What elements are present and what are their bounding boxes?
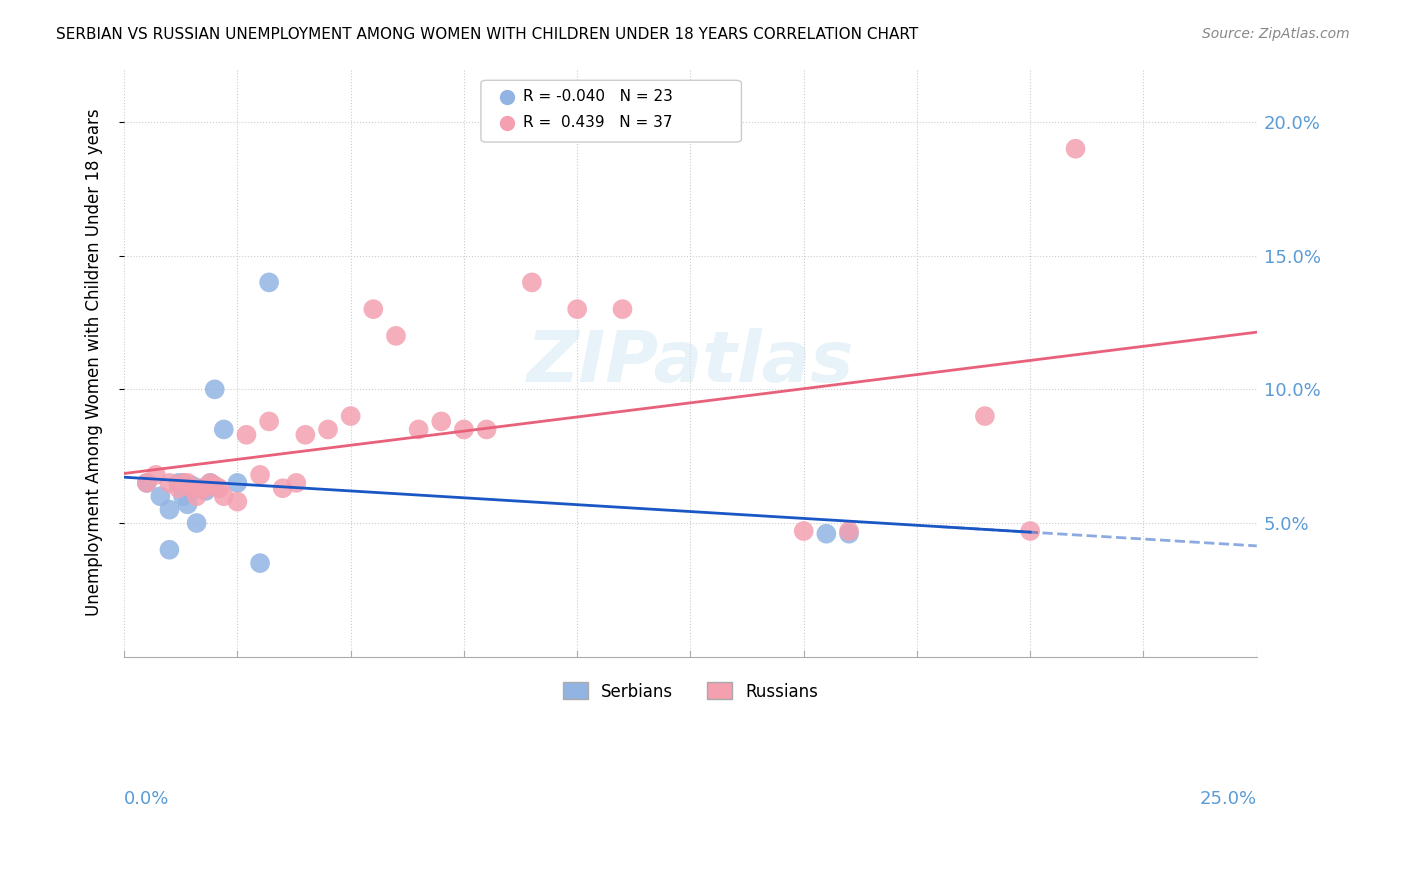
Point [204,478,226,492]
Point [226,475,249,490]
Point [186,489,208,503]
Point [974,409,997,423]
Text: ZIPatlas: ZIPatlas [527,328,853,397]
Point [475,422,498,436]
Point [194,483,217,498]
Point [135,475,157,490]
Point [167,475,190,490]
Point [249,467,271,482]
Point [172,475,194,490]
Point [815,526,838,541]
Point [363,302,385,317]
Legend: Serbians, Russians: Serbians, Russians [557,675,824,707]
Point [1064,142,1087,156]
Point [612,302,634,317]
Point [190,481,212,495]
Point [181,483,204,498]
Point [1019,524,1042,538]
Point [453,422,475,436]
Text: 25.0%: 25.0% [1199,789,1257,808]
Point [793,524,815,538]
Text: Source: ZipAtlas.com: Source: ZipAtlas.com [1202,27,1350,41]
Point [172,475,194,490]
Point [316,422,339,436]
Point [257,414,280,428]
Point [271,481,294,495]
Point [194,481,217,495]
Point [159,542,181,557]
Point [145,467,167,482]
Point [294,427,316,442]
Text: SERBIAN VS RUSSIAN UNEMPLOYMENT AMONG WOMEN WITH CHILDREN UNDER 18 YEARS CORRELA: SERBIAN VS RUSSIAN UNEMPLOYMENT AMONG WO… [56,27,918,42]
Point [385,329,408,343]
Point [176,475,198,490]
Point [176,497,198,511]
Point [520,276,543,290]
Point [285,475,308,490]
Point [249,556,271,570]
Point [235,427,257,442]
Point [200,475,222,490]
Point [204,382,226,396]
Point [135,475,157,490]
Point [190,481,212,495]
Point [200,475,222,490]
Point [181,481,204,495]
Point [212,489,235,503]
FancyBboxPatch shape [481,80,741,142]
Point [194,481,217,495]
Point [159,502,181,516]
Y-axis label: Unemployment Among Women with Children Under 18 years: Unemployment Among Women with Children U… [86,109,103,616]
Point [167,481,190,495]
Point [339,409,361,423]
Text: R =  0.439   N = 37: R = 0.439 N = 37 [523,115,672,130]
Point [208,481,231,495]
Point [212,422,235,436]
Point [149,489,172,503]
Point [257,276,280,290]
Point [838,524,860,538]
Point [408,422,430,436]
Point [186,481,208,495]
Point [159,475,181,490]
Text: 0.0%: 0.0% [124,789,170,808]
Point [567,302,589,317]
Point [186,516,208,530]
Text: R = -0.040   N = 23: R = -0.040 N = 23 [523,89,672,104]
Point [838,526,860,541]
Point [181,478,204,492]
Point [226,494,249,508]
Point [430,414,453,428]
Point [172,489,194,503]
